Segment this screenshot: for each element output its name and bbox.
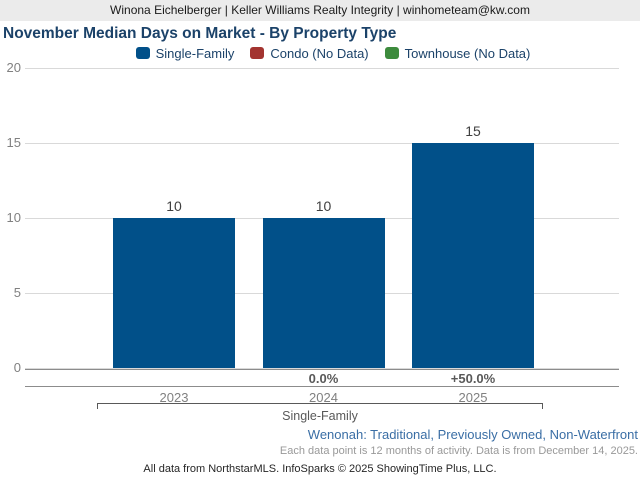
y-axis-tick-15: 15: [6, 135, 21, 150]
active-filters-text: Wenonah: Traditional, Previously Owned, …: [307, 427, 638, 442]
gridline-y-15: [25, 143, 619, 144]
pct-change-label-2025: +50.0%: [450, 371, 496, 386]
x-axis-line: [25, 369, 619, 370]
gridline-y-0: [25, 368, 619, 369]
bar-2024-single-family[interactable]: [262, 218, 385, 368]
legend-swatch-icon: [135, 47, 150, 59]
legend-item-single-family[interactable]: Single-Family: [135, 45, 235, 61]
legend-label: Condo (No Data): [270, 45, 369, 61]
legend-swatch-icon: [384, 47, 399, 59]
pct-change-label-2024: 0.0%: [308, 371, 339, 386]
x-axis-tick-2025: 2025: [458, 390, 488, 405]
pct-row-divider-line: [25, 386, 619, 387]
y-axis-tick-10: 10: [6, 210, 21, 225]
y-axis-tick-5: 5: [13, 285, 21, 300]
legend-swatch-icon: [250, 47, 265, 59]
data-attribution-text: All data from NorthstarMLS. InfoSparks ©…: [143, 463, 497, 475]
x-axis-tick-2024: 2024: [309, 390, 338, 405]
legend-item-townhouse-no-data[interactable]: Townhouse (No Data): [384, 45, 531, 61]
chart-legend: Single-Family Condo (No Data) Townhouse (N…: [0, 45, 640, 61]
bar-value-label-2024: 10: [315, 198, 332, 214]
category-group-label: Single-Family: [282, 409, 358, 423]
category-group-bracket: [97, 403, 543, 409]
bar-2025-single-family[interactable]: [412, 143, 534, 368]
y-axis-tick-0: 0: [13, 360, 21, 375]
legend-item-condo-no-data[interactable]: Condo (No Data): [250, 45, 369, 61]
bar-value-label-2025: 15: [465, 123, 481, 139]
chart-title: November Median Days on Market - By Prop…: [3, 25, 397, 42]
x-axis-tick-2023: 2023: [159, 390, 189, 405]
gridline-y-20: [25, 68, 619, 69]
y-axis-tick-20: 20: [6, 60, 21, 75]
legend-label: Townhouse (No Data): [404, 45, 531, 61]
bar-value-label-2023: 10: [166, 198, 182, 214]
bar-2023-single-family[interactable]: [113, 218, 235, 368]
agent-contact-header: Winona Eichelberger | Keller Williams Re…: [0, 0, 640, 21]
legend-label: Single-Family: [155, 45, 235, 61]
data-period-note: Each data point is 12 months of activity…: [279, 445, 638, 457]
